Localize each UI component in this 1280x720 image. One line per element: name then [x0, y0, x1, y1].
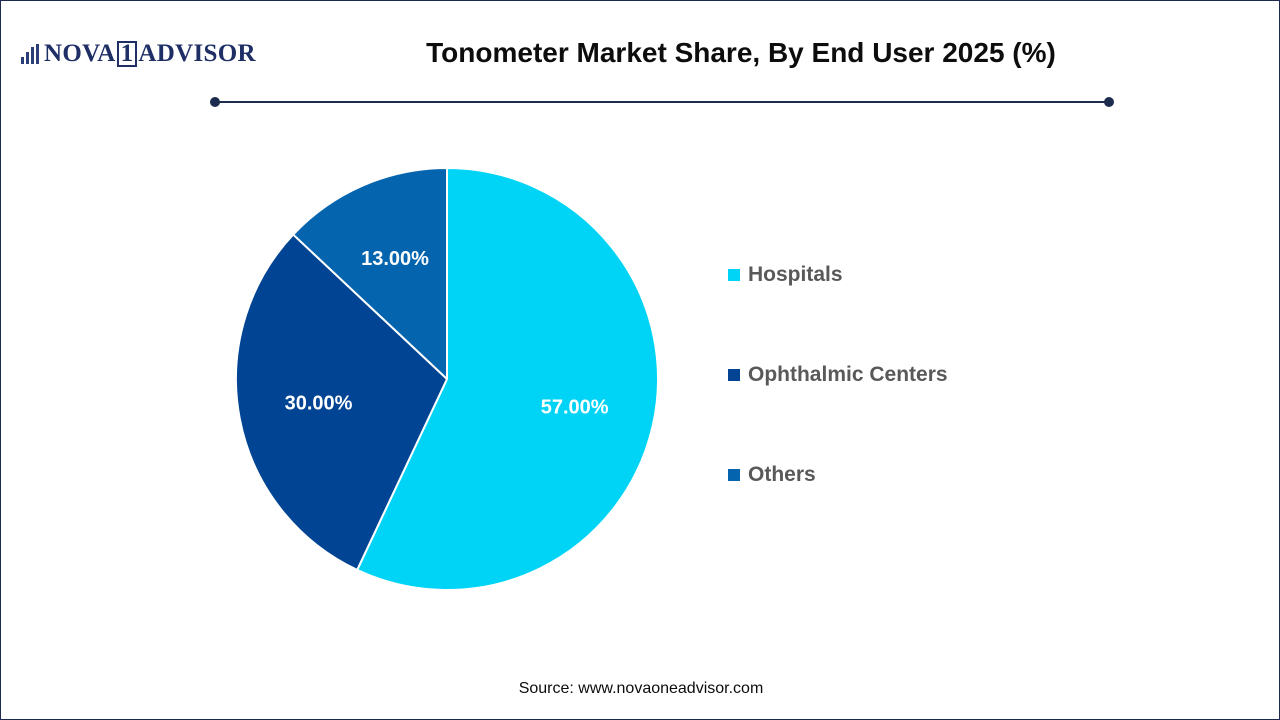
chart-title: Tonometer Market Share, By End User 2025… [426, 37, 1056, 68]
legend-swatch-ophthalmic-centers [728, 369, 740, 381]
divider-dot-left [210, 97, 220, 107]
logo-box: 1 [116, 41, 138, 67]
pie-slice-ophthalmic-centers [235, 233, 448, 571]
title-divider [210, 96, 1114, 108]
pie-chart: 57.00% 30.00% 13.00% [235, 167, 659, 591]
legend-item-ophthalmic-centers: Ophthalmic Centers [728, 363, 948, 387]
logo-text: NOVA 1 ADVISOR [44, 40, 256, 67]
legend-swatch-others [728, 469, 740, 481]
pie-slice-others [292, 167, 448, 380]
logo-bars-icon [21, 44, 41, 64]
legend-item-others: Others [728, 463, 816, 487]
divider-dot-right [1104, 97, 1114, 107]
legend-swatch-hospitals [728, 269, 740, 281]
data-label-hospitals: 57.00% [541, 397, 609, 419]
brand-logo: NOVA 1 ADVISOR [21, 37, 256, 71]
legend-item-hospitals: Hospitals [728, 263, 843, 287]
source-note: Source: www.novaoneadvisor.com [518, 680, 764, 697]
pie-data-labels: 57.00% 30.00% 13.00% [285, 248, 609, 419]
legend-label-hospitals: Hospitals [748, 263, 843, 286]
data-label-ophthalmic-centers: 30.00% [285, 393, 353, 415]
data-label-others: 13.00% [361, 248, 429, 270]
legend-label-others: Others [748, 463, 816, 486]
pie-slice-hospitals [356, 167, 659, 591]
pie-slices [235, 167, 659, 591]
legend-label-ophthalmic-centers: Ophthalmic Centers [748, 363, 948, 386]
